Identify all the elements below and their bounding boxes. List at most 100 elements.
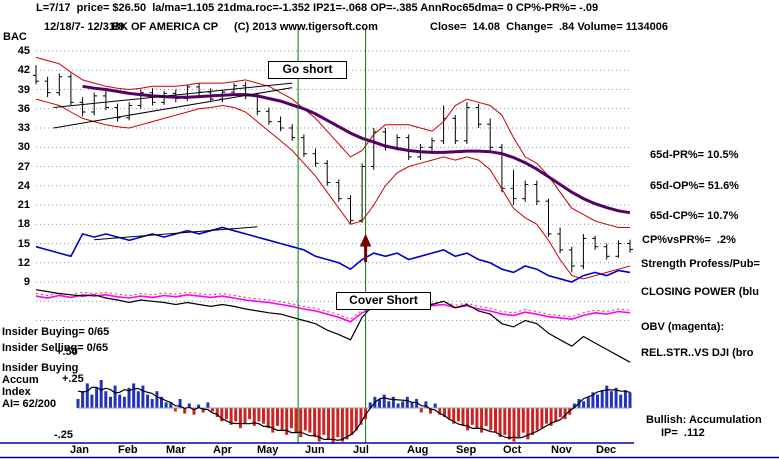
- y-axis-label: 36: [17, 103, 30, 115]
- y-axis-label: 24: [17, 180, 30, 192]
- trendline: [53, 87, 293, 129]
- candlestick: [487, 118, 494, 151]
- month-label: Jan: [70, 444, 89, 456]
- month-label: Nov: [551, 444, 572, 456]
- y-axis-label: 42: [17, 64, 30, 76]
- candlestick: [533, 180, 540, 205]
- left-label-panel-title-3: Index: [2, 386, 31, 398]
- y-axis-label: 30: [17, 141, 30, 153]
- month-label: Feb: [118, 444, 138, 456]
- month-label: Jun: [305, 444, 325, 456]
- y-axis-label: 33: [17, 122, 30, 134]
- up-arrow: [359, 233, 372, 262]
- left-label-panel-title-1: Insider Buying: [2, 362, 79, 374]
- candlestick: [463, 102, 470, 144]
- candlestick: [289, 124, 296, 141]
- candlestick: [359, 163, 366, 223]
- series-upper_band: [35, 56, 630, 228]
- y-axis-label: 21: [17, 199, 30, 211]
- left-label-scale-plus50: +.50: [56, 346, 78, 358]
- series-lower_band: [35, 98, 631, 280]
- right-panel-label: 65d-CP%= 10.7%: [650, 210, 739, 222]
- series-rel_str_vs_dji: [35, 289, 631, 363]
- candlestick: [498, 144, 505, 193]
- candlestick: [79, 97, 86, 117]
- left-label-insider-buying: Insider Buying= 0/65: [2, 326, 110, 338]
- left-label-panel-title-2: Accum: [2, 374, 39, 386]
- right-panel-label: 65d-OP%= 51.6%: [650, 180, 739, 192]
- right-panel-label: REL.STR..VS DJI (bro: [641, 347, 754, 359]
- trendline: [53, 82, 293, 108]
- candlestick: [277, 116, 284, 132]
- candlestick: [347, 195, 354, 225]
- left-label-ai-value: AI= 62/200: [2, 398, 57, 410]
- candlestick: [545, 198, 552, 238]
- cover-short-annotation: Cover Short: [336, 292, 431, 310]
- month-label: Aug: [407, 444, 429, 456]
- series-ma_65d: [82, 84, 631, 215]
- y-axis-label: 39: [17, 84, 30, 96]
- accum-smooth-line: [77, 386, 631, 441]
- candlestick: [102, 90, 109, 110]
- y-axis-label: 9: [23, 276, 30, 288]
- month-label: Apr: [213, 444, 232, 456]
- right-panel-label: OBV (magenta):: [641, 321, 725, 333]
- y-axis-label: 15: [17, 238, 30, 250]
- candlestick: [126, 102, 133, 121]
- candlestick: [522, 180, 529, 202]
- series-obv: [35, 293, 631, 323]
- right-panel-label: CLOSING POWER (blu: [641, 286, 759, 298]
- company-name: BK OF AMERICA CP: [112, 21, 219, 33]
- candlestick: [56, 73, 63, 96]
- candlestick: [242, 81, 249, 100]
- series-obv_signal: [35, 291, 631, 320]
- candlestick: [114, 103, 121, 122]
- candlestick: [592, 235, 599, 250]
- candlestick: [580, 233, 587, 270]
- month-label: Oct: [503, 444, 522, 456]
- candlestick: [33, 65, 39, 85]
- candlestick: [300, 134, 307, 157]
- candlestick: [627, 239, 633, 253]
- right-panel-label: CP%vsPR%= .2%: [642, 234, 736, 246]
- month-label: Jul: [353, 444, 369, 456]
- candlestick: [312, 148, 319, 167]
- right-panel-label: IP= .112: [661, 427, 705, 439]
- candlestick: [324, 160, 331, 186]
- candlestick: [557, 227, 564, 254]
- right-panel-label: 65d-PR%= 10.5%: [650, 149, 739, 161]
- left-label-scale-plus25: +.25: [62, 373, 84, 385]
- left-label-insider-selling: Insider Selling= 0/65: [2, 342, 109, 354]
- month-label: Mar: [166, 444, 186, 456]
- copyright: (C) 2013 www.tigersoft.com: [234, 21, 378, 33]
- candlestick: [475, 103, 482, 128]
- date-range: 12/18/7- 12/31/8: [44, 21, 125, 33]
- y-axis-label: 27: [17, 161, 30, 173]
- left-label-scale-minus25: -.25: [54, 429, 73, 441]
- candlestick: [67, 73, 74, 106]
- trendline: [94, 226, 258, 241]
- candlestick: [137, 89, 144, 109]
- go-short-annotation: Go short: [268, 61, 347, 79]
- candlestick: [452, 115, 459, 144]
- candlestick: [91, 92, 98, 116]
- series-closing_power: [35, 226, 631, 283]
- candlestick: [615, 240, 622, 258]
- right-panel-label: Strength Profess/Pub=: [641, 258, 760, 270]
- candlestick: [440, 105, 447, 144]
- candlestick: [603, 243, 610, 260]
- candlestick: [510, 169, 517, 205]
- right-panel-label: Bullish: Accumulation: [646, 414, 762, 426]
- candlestick: [405, 134, 412, 161]
- month-label: Dec: [596, 444, 617, 456]
- candlestick: [568, 246, 575, 273]
- y-axis-label: 45: [17, 45, 30, 57]
- candlestick: [265, 107, 272, 125]
- month-label: Sep: [456, 444, 477, 456]
- stats-header: L=7/17 price= $26.50 la/ma=1.105 21dma.r…: [36, 2, 599, 14]
- y-axis-label: 18: [17, 218, 30, 230]
- ticker-symbol: BAC: [3, 31, 27, 43]
- month-label: May: [257, 444, 279, 456]
